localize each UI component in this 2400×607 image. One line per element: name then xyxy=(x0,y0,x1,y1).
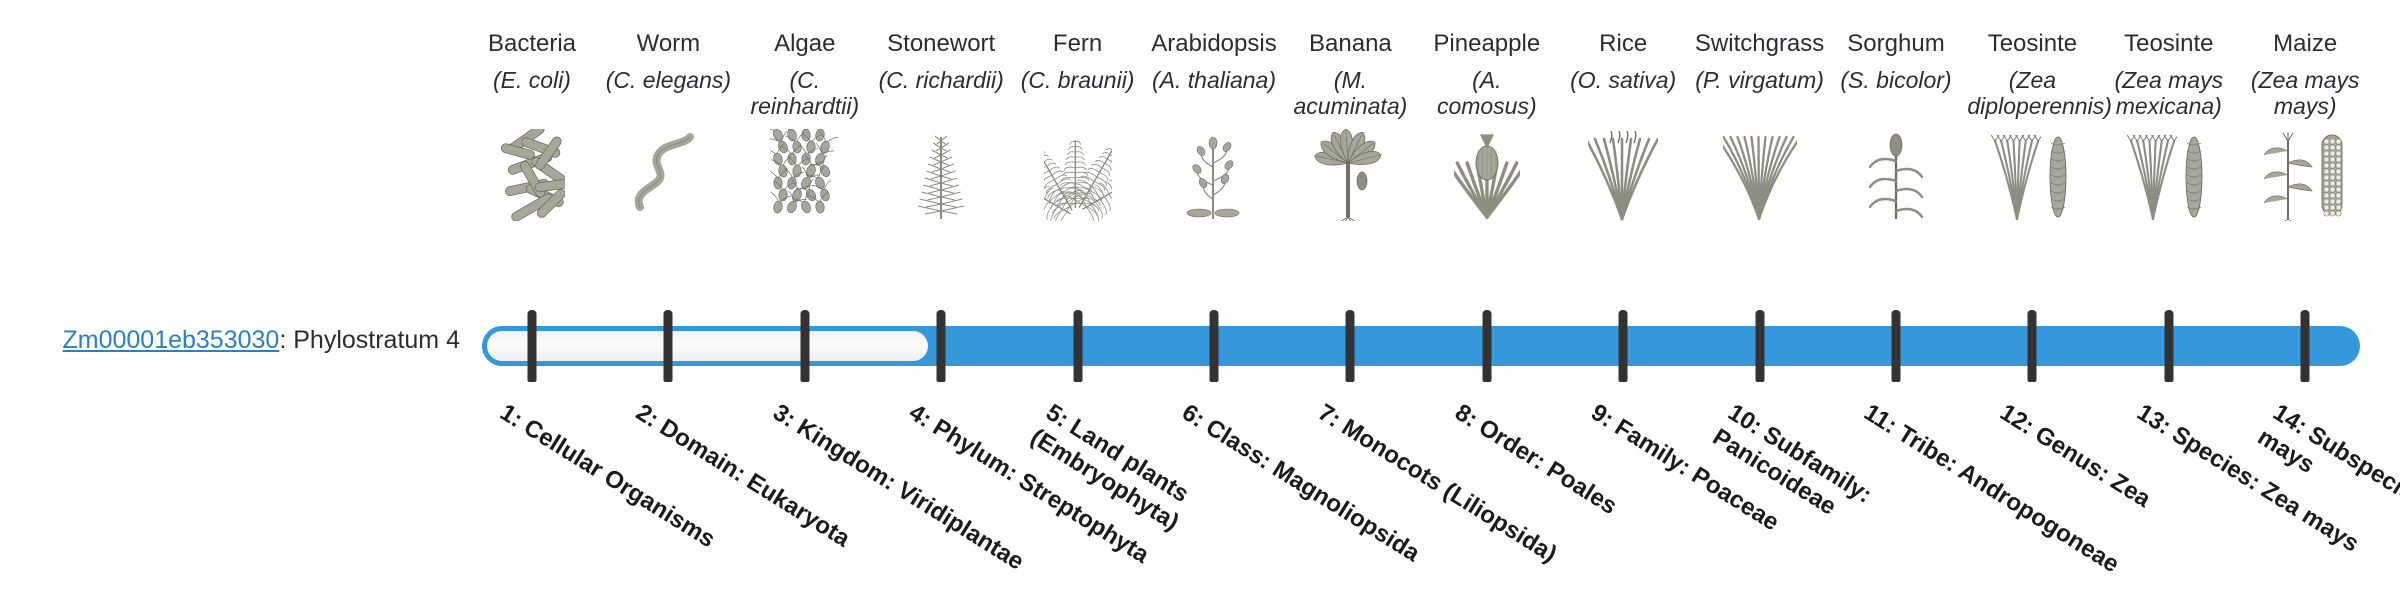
species-common-name: Teosinte xyxy=(1987,30,2078,57)
stratum-tick[interactable] xyxy=(663,310,673,382)
stratum-rank-name: Kingdom: Viridiplantae xyxy=(791,413,1029,576)
stratum-tick[interactable] xyxy=(2027,310,2037,382)
switchgrass-clump-icon xyxy=(1695,125,1825,221)
stratum-tick[interactable] xyxy=(800,310,810,382)
species-common-name: Banana xyxy=(1309,30,1392,57)
species-scientific-name: (A. comosus) xyxy=(1436,66,1537,120)
species-scientific-name: (S. bicolor) xyxy=(1840,66,1952,93)
gene-caption: Zm00001eb353030: Phylostratum 4 xyxy=(40,325,460,355)
teosinte-plant-ear-icon xyxy=(1967,125,2097,221)
species-scientific-name: (Zea diploperennis) xyxy=(1967,66,2112,120)
stonewort-plant-icon xyxy=(876,125,1006,221)
species-scientific-name: (C. reinhardtii) xyxy=(750,66,860,120)
species-column: Pineapple (A. comosus) xyxy=(1422,30,1552,221)
species-scientific-name: (C. richardii) xyxy=(878,66,1004,93)
species-scientific-name: (M. acuminata) xyxy=(1293,66,1408,120)
rice-grass-icon xyxy=(1558,125,1688,221)
stratum-number: 12: xyxy=(1995,398,2040,441)
species-column: Algae (C. reinhardtii) xyxy=(740,30,870,221)
stratum-tick[interactable] xyxy=(1618,310,1628,382)
stratum-number: 3: xyxy=(767,398,801,434)
phylostratum-value-text: Phylostratum 4 xyxy=(293,326,460,354)
species-column: Banana (M. acuminata) xyxy=(1285,30,1415,222)
maize-plant-cob-icon xyxy=(2240,125,2370,222)
algae-cells-icon xyxy=(740,125,870,221)
stratum-tick[interactable] xyxy=(1345,310,1355,382)
stratum-label: 2: Domain: Eukaryota xyxy=(631,398,901,582)
species-common-name: Stonewort xyxy=(887,30,996,57)
teosinte-plant-ear-icon xyxy=(2104,125,2234,221)
species-common-name: Arabidopsis xyxy=(1151,30,1277,57)
banana-tree-icon xyxy=(1285,125,1415,222)
species-common-name: Fern xyxy=(1052,30,1103,57)
phylostratum-bar-unfilled xyxy=(482,326,934,366)
species-column: Worm (C. elegans) xyxy=(603,30,733,221)
species-scientific-name: (E. coli) xyxy=(493,66,571,93)
stratum-tick[interactable] xyxy=(2300,310,2310,382)
species-common-name: Teosinte xyxy=(2124,30,2214,57)
species-scientific-name: (A. thaliana) xyxy=(1151,66,1276,93)
bacteria-rods-icon xyxy=(467,125,597,221)
stratum-label: 3: Kingdom: Viridiplantae xyxy=(767,398,1037,582)
stratum-tick[interactable] xyxy=(936,310,946,382)
stratum-number: 8: xyxy=(1449,398,1483,434)
species-column: Arabidopsis (A. thaliana) xyxy=(1149,30,1279,221)
stratum-number: 13: xyxy=(2131,398,2176,441)
stratum-tick[interactable] xyxy=(1891,310,1901,382)
stratum-label: 8: Order: Poales xyxy=(1449,398,1719,582)
species-column: Sorghum (S. bicolor) xyxy=(1831,30,1961,221)
stratum-tick[interactable] xyxy=(527,310,537,382)
species-common-name: Pineapple xyxy=(1433,30,1541,57)
species-common-name: Sorghum xyxy=(1847,30,1945,57)
species-header-row: Bacteria (E. coli) Worm (C. elegans) Algae (C… xyxy=(467,30,2370,222)
pineapple-plant-icon xyxy=(1422,125,1552,221)
fern-frond-icon xyxy=(1013,125,1143,221)
species-scientific-name: (P. virgatum) xyxy=(1695,66,1824,93)
phylostratum-figure: Zm00001eb353030: Phylostratum 4 Bacteria… xyxy=(40,30,2400,582)
stratum-tick[interactable] xyxy=(1482,310,1492,382)
species-common-name: Bacteria xyxy=(487,30,577,57)
gene-id-link[interactable]: Zm00001eb353030 xyxy=(62,326,280,354)
species-column: Switchgrass (P. virgatum) xyxy=(1695,30,1825,221)
species-scientific-name: (Zea mays mays) xyxy=(2250,66,2360,120)
species-common-name: Maize xyxy=(2273,30,2338,57)
stratum-label: 1: Cellular Organisms xyxy=(494,398,764,582)
nematode-worm-icon xyxy=(603,125,733,221)
species-column: Teosinte (Zea mays mexicana) xyxy=(2104,30,2234,221)
species-scientific-name: (Zea mays mexicana) xyxy=(2114,66,2224,120)
stratum-tick[interactable] xyxy=(1073,310,1083,382)
species-common-name: Rice xyxy=(1599,30,1648,57)
species-column: Teosinte (Zea diploperennis) xyxy=(1967,30,2112,221)
species-column: Bacteria (E. coli) xyxy=(467,30,597,221)
species-scientific-name: (C. braunii) xyxy=(1020,66,1135,93)
stratum-tick[interactable] xyxy=(1209,310,1219,382)
species-scientific-name: (O. sativa) xyxy=(1570,66,1677,93)
stratum-tick[interactable] xyxy=(2164,310,2174,382)
species-common-name: Switchgrass xyxy=(1694,30,1825,57)
species-column: Stonewort (C. richardii) xyxy=(876,30,1006,221)
stratum-number: 11: xyxy=(1859,398,1902,440)
caption-separator: : xyxy=(279,326,294,354)
sorghum-stalk-icon xyxy=(1831,125,1961,221)
species-column: Maize (Zea mays mays) xyxy=(2240,30,2370,222)
species-column: Rice (O. sativa) xyxy=(1558,30,1688,221)
stratum-label: 7: Monocots (Liliopsida) xyxy=(1313,398,1583,582)
stratum-rank-name: Genus: Zea xyxy=(2030,420,2156,513)
arabidopsis-plant-icon xyxy=(1149,125,1279,221)
species-common-name: Algae xyxy=(774,30,836,57)
stratum-label: 12: Genus: Zea xyxy=(1995,398,2265,582)
species-column: Fern (C. braunii) xyxy=(1013,30,1143,221)
species-scientific-name: (C. elegans) xyxy=(605,66,732,93)
species-common-name: Worm xyxy=(636,30,701,57)
stratum-tick[interactable] xyxy=(1755,310,1765,382)
